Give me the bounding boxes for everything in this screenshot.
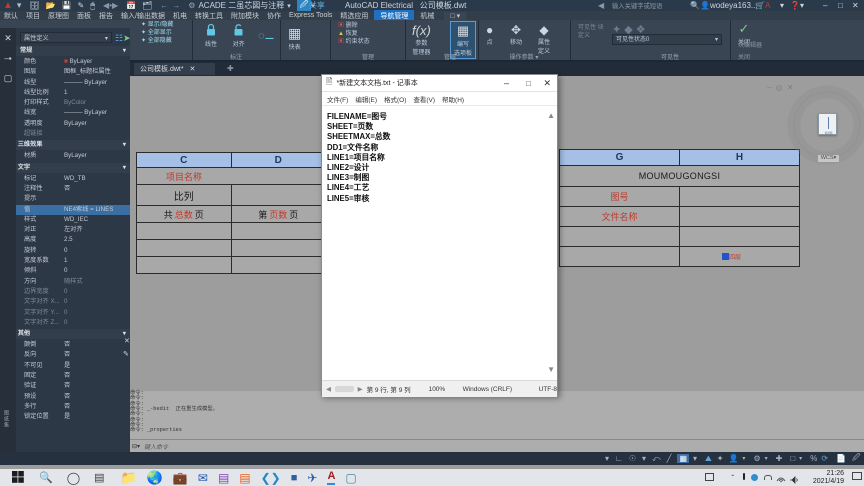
svg-text:俯视图: 俯视图 — [825, 131, 833, 135]
